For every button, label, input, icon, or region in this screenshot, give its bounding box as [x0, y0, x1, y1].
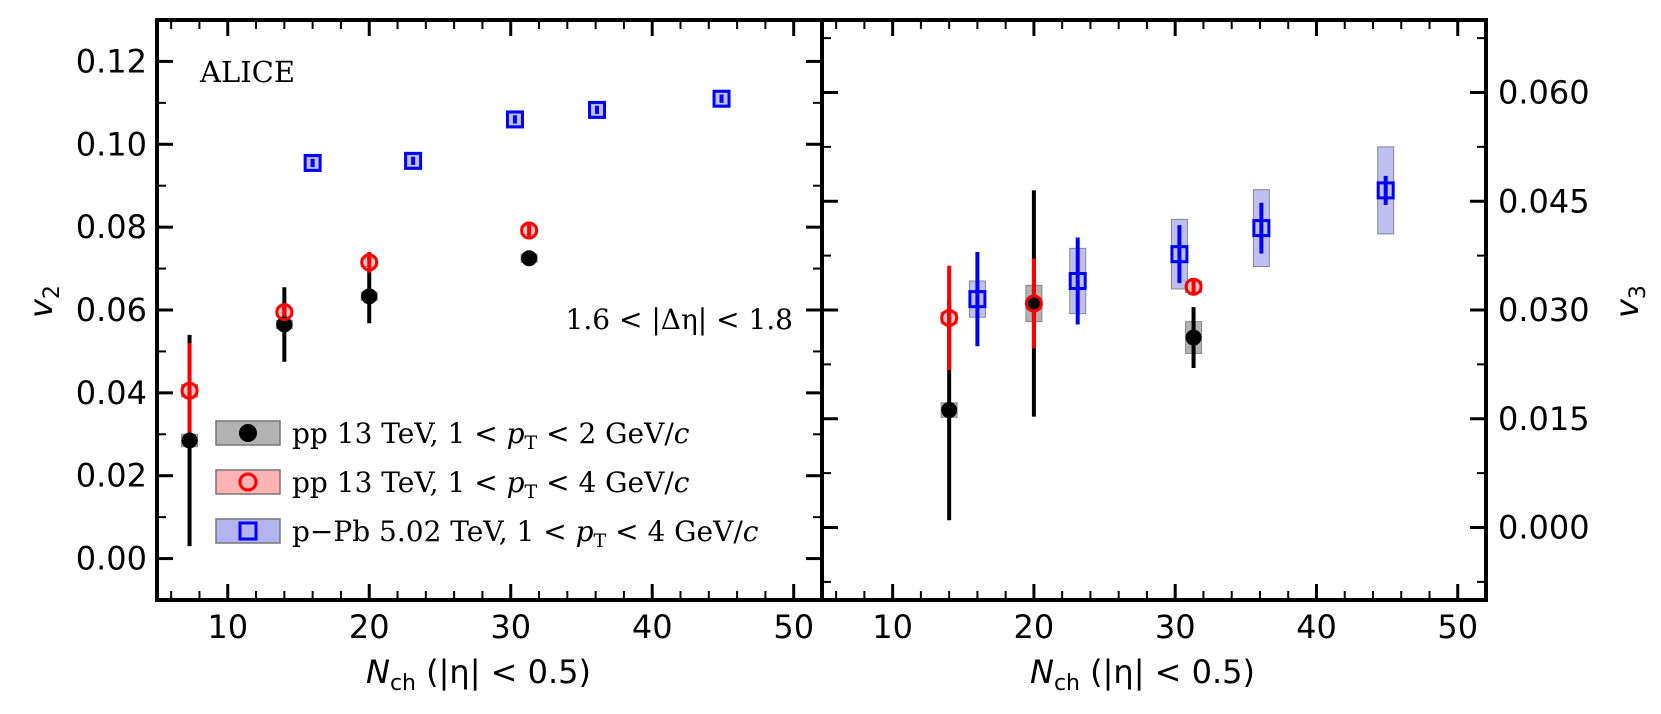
x-tick-label: 50 [1437, 608, 1478, 646]
x-tick-label: 40 [632, 608, 673, 646]
x-tick-label: 20 [349, 608, 390, 646]
ticks-right [822, 20, 1487, 600]
data-point [1024, 294, 1043, 313]
data-point [180, 381, 199, 400]
data-point [520, 221, 539, 240]
legend-label: pp 13 TeV, 1 < pT < 2 GeV/c [292, 417, 690, 454]
data-point [1185, 329, 1202, 346]
data-point [303, 153, 322, 172]
data-point [1252, 219, 1271, 238]
sys-boxes-left [181, 92, 731, 448]
right-axes-frame [820, 18, 1488, 602]
legend-label: pp 13 TeV, 1 < pT < 4 GeV/c [292, 466, 690, 503]
y-tick-label: 0.04 [76, 374, 147, 412]
ytick-labels-right: 0.000 0.015 0.030 0.045 0.060 [1498, 74, 1590, 547]
data-point [1376, 181, 1395, 200]
ticks-left [157, 19, 823, 601]
legend-marker [238, 521, 258, 541]
xaxis-title-right: Nch (|η| < 0.5) [1030, 653, 1255, 696]
y-tick-label: 0.030 [1498, 291, 1590, 329]
xtick-labels-left: 10 20 30 40 50 [207, 608, 814, 646]
yaxis-title-right: v3 [1608, 285, 1651, 318]
y-tick-label: 0.015 [1498, 400, 1590, 438]
data-point [968, 290, 987, 309]
xaxis-title-left: Nch (|η| < 0.5) [366, 653, 591, 696]
y-tick-label: 0.00 [76, 540, 147, 578]
sys-boxes-right [940, 146, 1395, 418]
data-point [1025, 295, 1042, 312]
data-point [276, 316, 293, 333]
error-bars-right [947, 175, 1388, 521]
alice-label: ALICE [199, 55, 295, 89]
data-point [941, 402, 958, 419]
data-point [360, 253, 379, 272]
x-tick-label: 10 [207, 608, 248, 646]
delta-eta-label: 1.6 < |Δη| < 1.8 [566, 303, 793, 336]
y-tick-label: 0.08 [76, 208, 147, 246]
y-tick-label: 0.06 [76, 291, 147, 329]
x-tick-label: 40 [1296, 608, 1337, 646]
x-tick-label: 50 [773, 608, 814, 646]
data-point [361, 288, 378, 305]
x-tick-label: 30 [1155, 608, 1196, 646]
markers-right [940, 181, 1395, 419]
y-tick-label: 0.045 [1498, 182, 1590, 220]
y-tick-label: 0.02 [76, 457, 147, 495]
data-point [1068, 272, 1087, 290]
x-tick-label: 20 [1014, 608, 1055, 646]
panel-left-v2: 10 20 30 40 50 0.000.020.040.060.080.100.12 … [22, 18, 824, 696]
data-point [404, 151, 423, 170]
x-tick-label: 30 [490, 608, 531, 646]
data-point [521, 250, 538, 267]
data-point [1184, 277, 1203, 296]
y-tick-label: 0.000 [1498, 509, 1590, 547]
legend-marker [238, 472, 258, 492]
legend: pp 13 TeV, 1 < pT < 2 GeV/c pp 13 TeV, 1 … [215, 417, 759, 552]
data-point [940, 308, 959, 327]
data-point [712, 89, 731, 108]
panel-right-v3: 10 20 30 40 50 0.000 0.015 0.030 0.045 0.060 Nch… [820, 18, 1651, 696]
data-point [588, 100, 607, 119]
legend-marker [239, 424, 257, 442]
y-tick-label: 0.060 [1498, 74, 1590, 112]
data-point [181, 432, 198, 449]
yaxis-title-left: v2 [22, 285, 65, 318]
legend-label: p−Pb 5.02 TeV, 1 < pT < 4 GeV/c [292, 515, 759, 552]
markers-left [180, 89, 731, 449]
x-tick-label: 10 [872, 608, 913, 646]
y-tick-label: 0.10 [76, 125, 147, 163]
ytick-labels-left: 0.00 0.02 0.04 0.06 0.08 0.10 0.12 [76, 42, 147, 577]
data-point [275, 303, 294, 322]
data-point [505, 110, 524, 129]
xtick-labels-right: 10 20 30 40 50 [872, 608, 1478, 646]
data-point [1170, 245, 1189, 264]
y-tick-label: 0.12 [76, 42, 147, 80]
